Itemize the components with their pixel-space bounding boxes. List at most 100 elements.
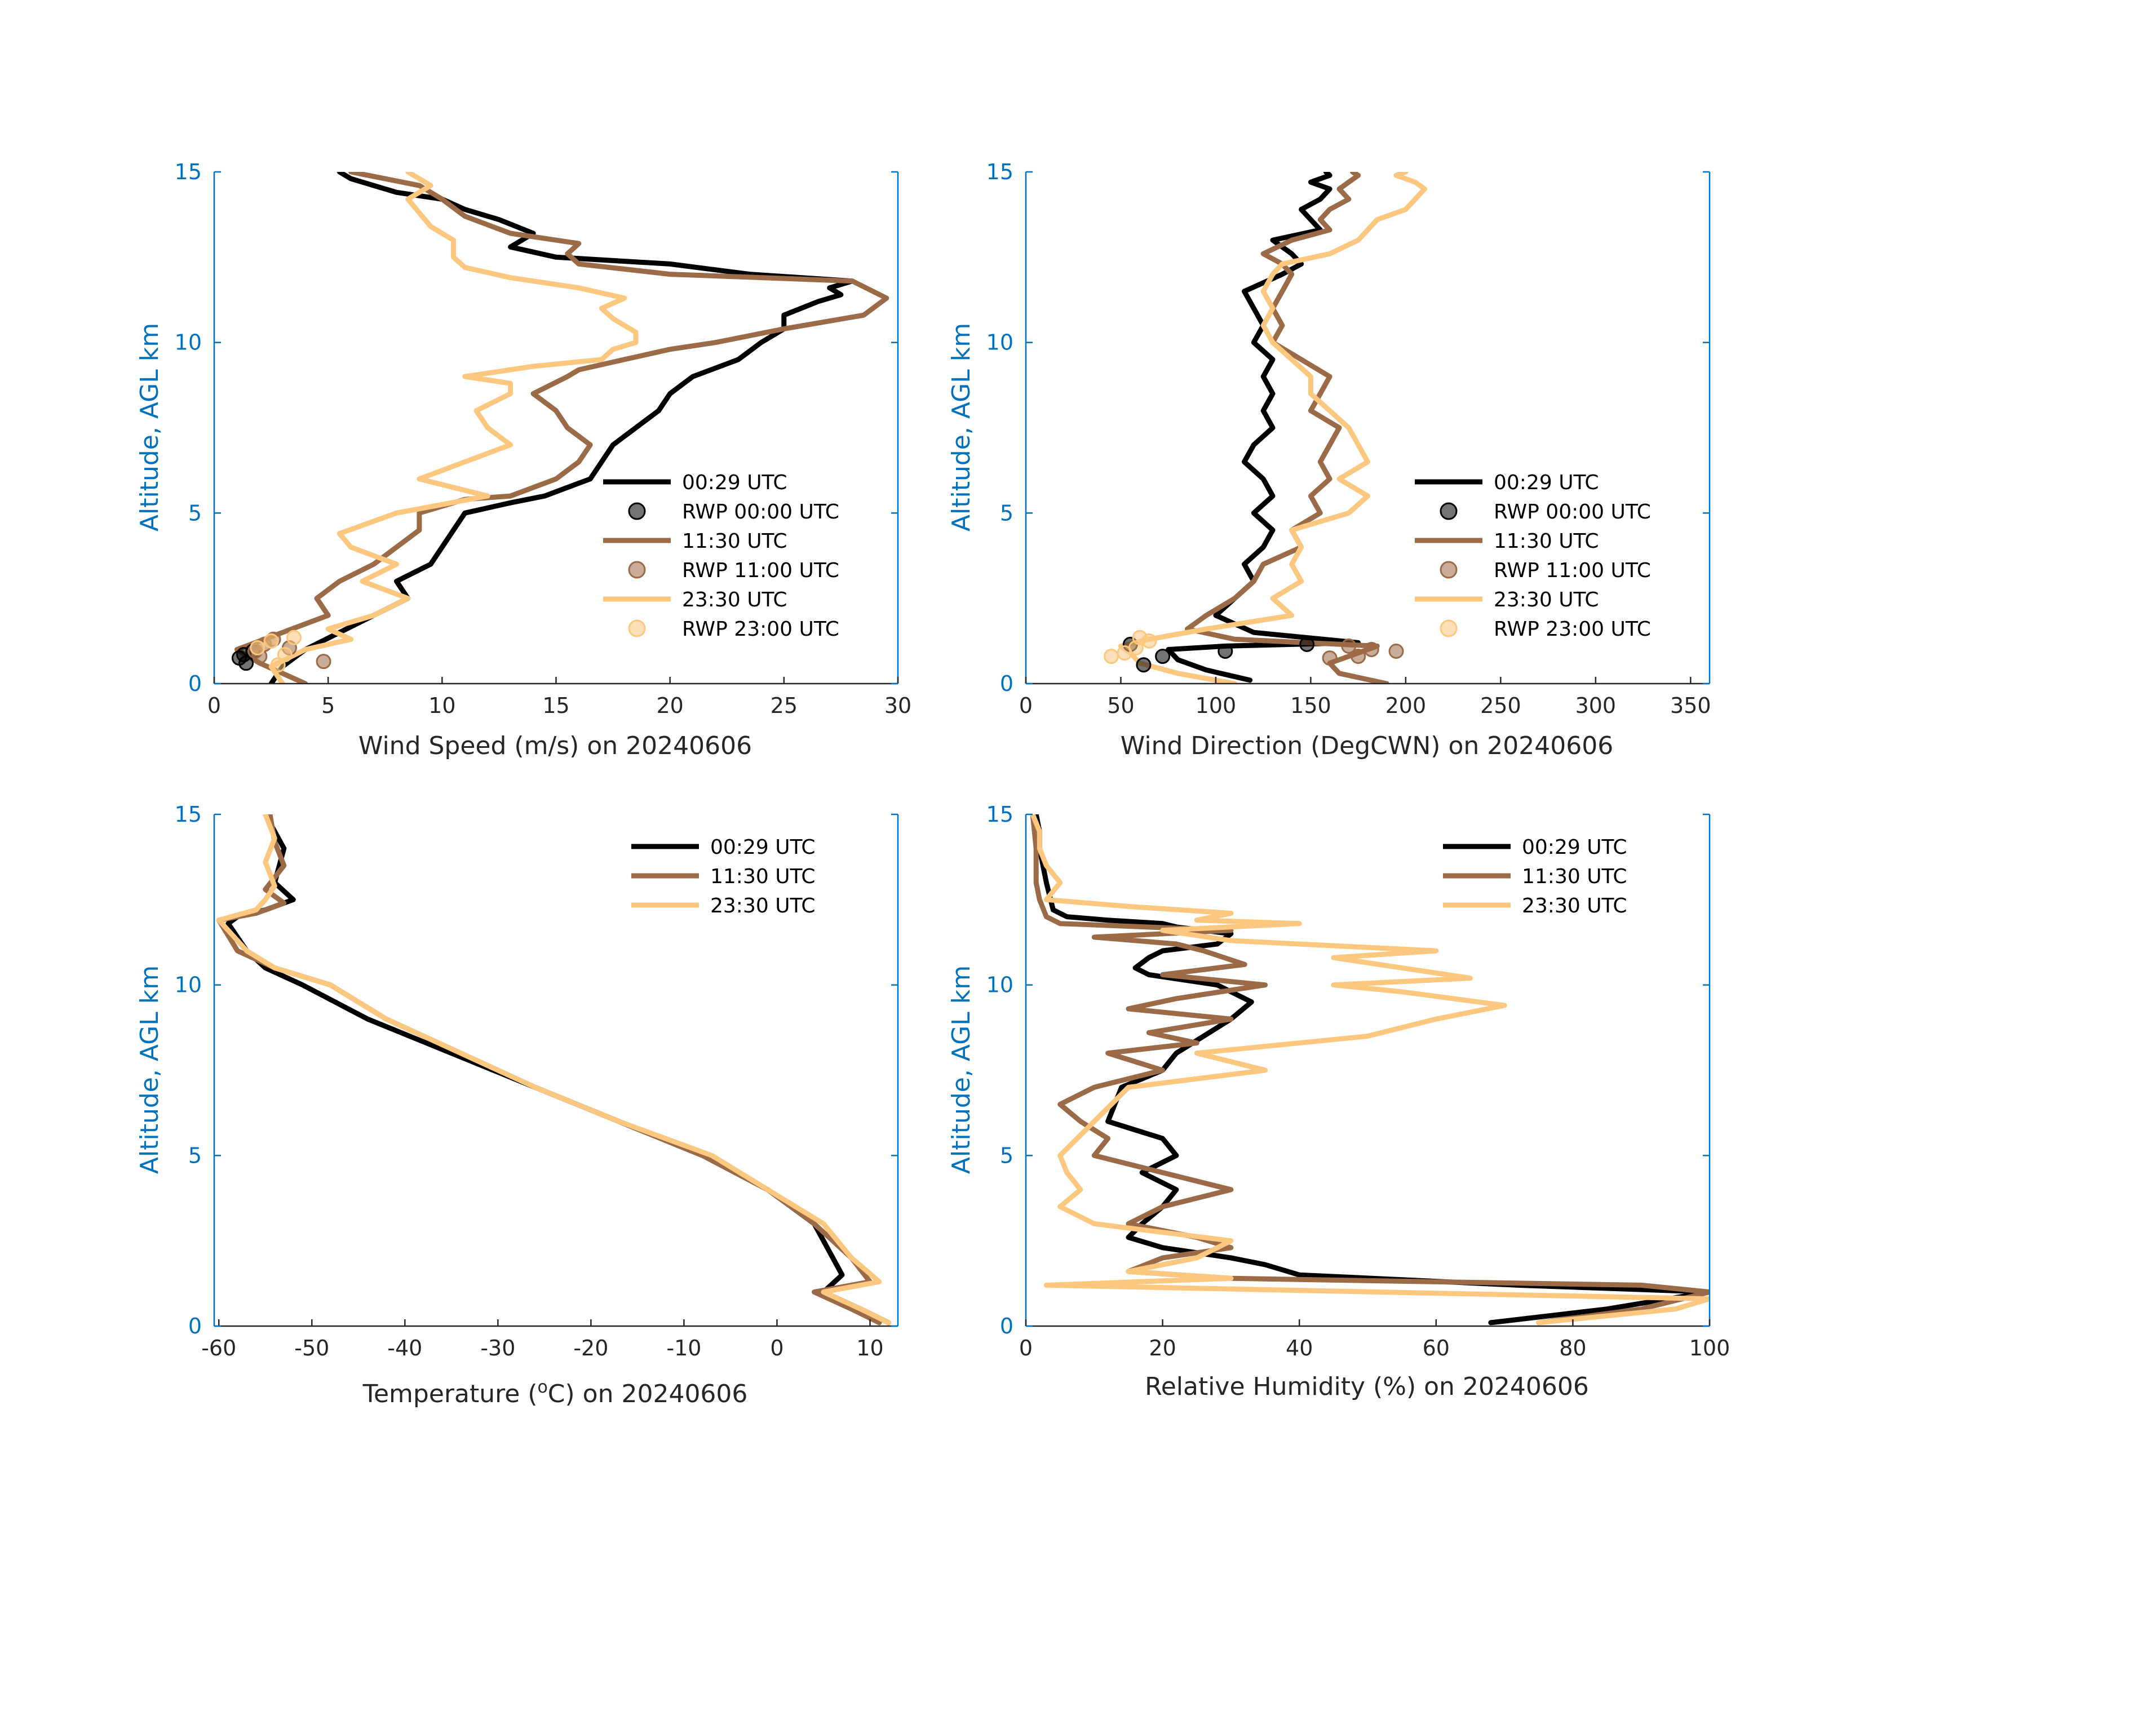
wind-direction-series-line-1 (1166, 172, 1361, 683)
wind-direction-marker-point (1341, 638, 1357, 654)
wind-speed-xtick-label: 20 (656, 693, 683, 718)
wind-direction-marker-point (1299, 636, 1315, 652)
relative-humidity-ylabel: Altitude, AGL km (947, 965, 976, 1174)
temperature-ytick-label: 5 (188, 1143, 202, 1168)
wind-speed-series-line-2 (234, 172, 889, 684)
wind-speed-legend-label: 23:30 UTC (682, 588, 787, 611)
wind-direction-series-group (1104, 172, 1428, 684)
wind-direction-legend-label: 23:30 UTC (1494, 588, 1599, 611)
wind-speed-series-line-1 (268, 172, 855, 684)
temperature-xlabel-sup: o (537, 1377, 547, 1397)
relative-humidity-panel: 0 20 40 60 80 100 0 5 10 15 Relative Humidity (%)… (947, 802, 1730, 1401)
wind-direction-xtick-label: 50 (1107, 693, 1134, 718)
relative-humidity-legend-label: 23:30 UTC (1522, 894, 1627, 918)
wind-direction-marker-point (1132, 630, 1148, 645)
wind-direction-xtick-label: 0 (1019, 693, 1033, 718)
relative-humidity-axes: 0 20 40 60 80 100 0 5 10 15 (986, 802, 1730, 1360)
wind-speed-legend-label: RWP 11:00 UTC (682, 559, 839, 582)
wind-speed-series-group (231, 172, 889, 684)
wind-speed-ylabel: Altitude, AGL km (135, 323, 164, 531)
wind-direction-ylabel: Altitude, AGL km (947, 323, 976, 531)
temperature-plot-area (216, 814, 891, 1326)
temperature-xtick-label: -40 (387, 1336, 422, 1360)
wind-direction-panel: 0 50 100 150 200 250 300 350 0 5 10 15 Wind Directi… (947, 159, 1711, 760)
temperature-ytick-label: 15 (175, 802, 202, 827)
relative-humidity-plot-area (1030, 814, 1710, 1326)
temperature-legend: 00:29 UTC 11:30 UTC 23:30 UTC (631, 836, 816, 918)
wind-direction-ytick-label: 10 (986, 330, 1013, 355)
wind-direction-ytick-label: 15 (986, 159, 1013, 184)
wind-direction-marker-point (1218, 643, 1233, 659)
wind-direction-ytick-label: 0 (1000, 671, 1013, 696)
wind-direction-marker-point (1363, 641, 1379, 657)
wind-direction-legend-swatch-marker (1440, 561, 1458, 579)
wind-direction-legend-label: RWP 11:00 UTC (1494, 559, 1651, 582)
temperature-xlabel-suffix: C) on 20240606 (548, 1380, 748, 1408)
temperature-xtick-label: -60 (201, 1336, 236, 1360)
wind-direction-ytick-label: 5 (1000, 500, 1013, 525)
temperature-legend-label: 23:30 UTC (710, 894, 816, 918)
wind-direction-marker-point (1351, 649, 1366, 664)
wind-speed-legend: 00:29 UTC RWP 00:00 UTC 11:30 UTC RWP 11:00… (603, 471, 839, 641)
temperature-xlabel: Temperature (oC) on 20240606 (362, 1377, 748, 1409)
relative-humidity-ytick-label: 5 (1000, 1143, 1013, 1168)
wind-speed-marker-point (263, 633, 279, 649)
wind-direction-xtick-label: 300 (1575, 693, 1617, 718)
wind-direction-legend-label: RWP 00:00 UTC (1494, 500, 1651, 524)
wind-direction-marker-point (1104, 649, 1119, 664)
wind-direction-marker-point (1322, 650, 1338, 666)
wind-speed-xtick-label: 10 (428, 693, 455, 718)
relative-humidity-xtick-label: 0 (1019, 1336, 1033, 1360)
relative-humidity-xtick-label: 80 (1559, 1336, 1586, 1360)
wind-direction-plot-area (1104, 172, 1428, 684)
temperature-ytick-label: 0 (188, 1314, 202, 1338)
wind-speed-legend-swatch-marker (628, 502, 646, 520)
wind-direction-xtick-label: 100 (1196, 693, 1237, 718)
wind-speed-xtick-label: 25 (771, 693, 798, 718)
wind-speed-ytick-label: 0 (188, 671, 202, 696)
relative-humidity-xtick-label: 60 (1423, 1336, 1450, 1360)
wind-direction-xtick-label: 200 (1385, 693, 1427, 718)
wind-direction-legend-swatch-marker (1440, 502, 1458, 520)
relative-humidity-legend-label: 11:30 UTC (1522, 865, 1627, 888)
temperature-series-group (216, 814, 891, 1326)
temperature-series-line-3 (216, 814, 891, 1326)
wind-speed-legend-label: RWP 00:00 UTC (682, 500, 839, 524)
relative-humidity-ytick-label: 10 (986, 973, 1013, 998)
wind-speed-legend-swatch-marker (628, 619, 646, 637)
wind-direction-legend-swatch-marker (1440, 619, 1458, 637)
wind-direction-marker-point (1155, 649, 1171, 664)
temperature-axes: -60 -50 -40 -30 -20 -10 0 10 0 5 10 15 (175, 802, 899, 1360)
wind-direction-marker-point (1136, 657, 1152, 673)
temperature-xtick-label: -50 (294, 1336, 329, 1360)
wind-speed-ytick-label: 5 (188, 500, 202, 525)
temperature-xtick-label: 10 (856, 1336, 883, 1360)
temperature-panel: -60 -50 -40 -30 -20 -10 0 10 0 5 10 15 Temperature … (135, 802, 899, 1409)
temperature-xtick-label: -20 (573, 1336, 608, 1360)
temperature-xtick-label: -30 (480, 1336, 515, 1360)
wind-speed-axes: 0 5 10 15 20 25 30 0 5 10 15 (175, 159, 912, 718)
relative-humidity-series-group (1030, 814, 1710, 1326)
wind-direction-xlabel: Wind Direction (DegCWN) on 20240606 (1121, 732, 1613, 760)
wind-speed-legend-swatch-marker (628, 561, 646, 579)
relative-humidity-series-line-3 (1030, 814, 1710, 1326)
relative-humidity-xlabel: Relative Humidity (%) on 20240606 (1145, 1372, 1589, 1401)
wind-direction-xtick-label: 150 (1290, 693, 1331, 718)
wind-speed-marker-point (277, 647, 293, 663)
wind-speed-ytick-label: 15 (175, 159, 202, 184)
wind-direction-legend-label: 11:30 UTC (1494, 530, 1599, 553)
temperature-legend-label: 11:30 UTC (710, 865, 816, 888)
wind-speed-panel: 0 5 10 15 20 25 30 0 5 10 15 Wind Speed (m/s) on 2… (135, 159, 911, 760)
wind-speed-marker-point (316, 654, 331, 670)
wind-speed-series-line-3 (268, 172, 639, 684)
wind-direction-legend-label: 00:29 UTC (1494, 471, 1599, 494)
wind-direction-xtick-label: 250 (1480, 693, 1521, 718)
wind-direction-legend: 00:29 UTC RWP 00:00 UTC 11:30 UTC RWP 11:00… (1415, 471, 1651, 641)
wind-speed-xtick-label: 30 (884, 693, 911, 718)
wind-direction-legend-label: RWP 23:00 UTC (1494, 618, 1651, 641)
wind-speed-ytick-label: 10 (175, 330, 202, 355)
relative-humidity-legend-label: 00:29 UTC (1522, 836, 1627, 859)
temperature-ytick-label: 10 (175, 973, 202, 998)
